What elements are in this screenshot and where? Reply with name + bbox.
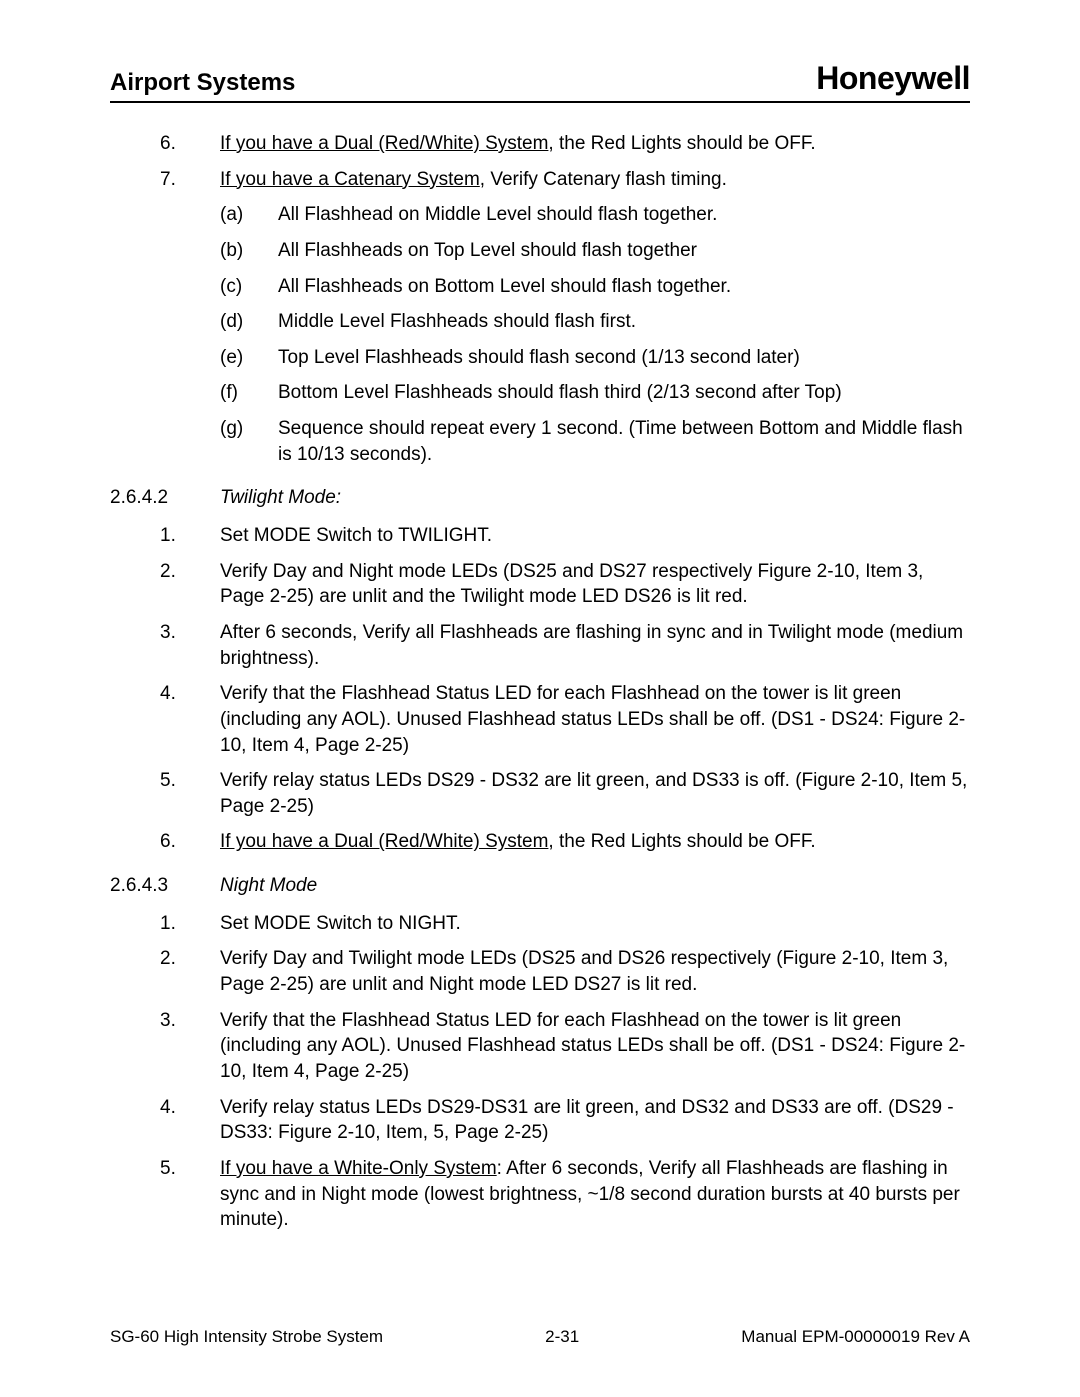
item-text: Verify that the Flashhead Status LED for… [220,1008,970,1085]
section-number: 2.6.4.3 [110,873,220,899]
list-item: 1.Set MODE Switch to NIGHT. [110,911,970,937]
page-footer: SG-60 High Intensity Strobe System 2-31 … [110,1327,970,1347]
item-number: 3. [160,1008,220,1085]
item-text: Set MODE Switch to NIGHT. [220,911,970,937]
list-item: 3.After 6 seconds, Verify all Flashheads… [110,620,970,671]
header-section-title: Airport Systems [110,69,295,97]
sub-list-item: (c)All Flashheads on Bottom Level should… [110,274,970,300]
sub-letter: (d) [220,309,278,335]
section-title: Night Mode [220,873,317,899]
sub-letter: (c) [220,274,278,300]
sub-letter: (b) [220,238,278,264]
sub-letter: (a) [220,202,278,228]
item-number: 4. [160,681,220,758]
sub-list-item: (a)All Flashhead on Middle Level should … [110,202,970,228]
list-item: 1.Set MODE Switch to TWILIGHT. [110,523,970,549]
list-item: 4.Verify that the Flashhead Status LED f… [110,681,970,758]
item-text: If you have a White-Only System: After 6… [220,1156,970,1233]
section-heading-twilight: 2.6.4.2 Twilight Mode: [110,485,970,511]
underlined-phrase: If you have a Dual (Red/White) System [220,133,548,154]
section-heading-night: 2.6.4.3 Night Mode [110,873,970,899]
header-brand-logo: Honeywell [816,60,970,97]
item-text-rest: , the Red Lights should be OFF. [548,133,815,154]
underlined-phrase: If you have a Catenary System [220,169,480,190]
footer-left: SG-60 High Intensity Strobe System [110,1327,383,1347]
sub-list-item: (e)Top Level Flashheads should flash sec… [110,345,970,371]
footer-page-number: 2-31 [545,1327,579,1347]
sub-text: Sequence should repeat every 1 second. (… [278,416,970,467]
list-item: 6. If you have a Dual (Red/White) System… [110,131,970,157]
sub-text: All Flashheads on Bottom Level should fl… [278,274,970,300]
sub-list-item: (d)Middle Level Flashheads should flash … [110,309,970,335]
item-text: Verify relay status LEDs DS29-DS31 are l… [220,1095,970,1146]
item-text: Set MODE Switch to TWILIGHT. [220,523,970,549]
underlined-phrase: If you have a White-Only System [220,1158,497,1179]
item-text: If you have a Dual (Red/White) System, t… [220,131,970,157]
item-text: If you have a Dual (Red/White) System, t… [220,829,970,855]
item-text: After 6 seconds, Verify all Flashheads a… [220,620,970,671]
item-text: If you have a Catenary System, Verify Ca… [220,167,970,193]
sub-text: Bottom Level Flashheads should flash thi… [278,380,970,406]
item-number: 3. [160,620,220,671]
item-number: 5. [160,768,220,819]
sub-letter: (g) [220,416,278,467]
section-title: Twilight Mode: [220,485,341,511]
item-number: 6. [160,131,220,157]
sub-list-item: (b)All Flashheads on Top Level should fl… [110,238,970,264]
list-item: 2.Verify Day and Night mode LEDs (DS25 a… [110,559,970,610]
list-item: 7. If you have a Catenary System, Verify… [110,167,970,193]
sub-list-item: (f)Bottom Level Flashheads should flash … [110,380,970,406]
list-item: 5.Verify relay status LEDs DS29 - DS32 a… [110,768,970,819]
footer-right: Manual EPM-00000019 Rev A [741,1327,970,1347]
item-text-rest: , the Red Lights should be OFF. [548,831,815,852]
underlined-phrase: If you have a Dual (Red/White) System [220,831,548,852]
list-item: 4.Verify relay status LEDs DS29-DS31 are… [110,1095,970,1146]
sub-text: All Flashheads on Top Level should flash… [278,238,970,264]
list-item: 2.Verify Day and Twilight mode LEDs (DS2… [110,946,970,997]
item-number: 4. [160,1095,220,1146]
sub-letter: (e) [220,345,278,371]
item-text: Verify that the Flashhead Status LED for… [220,681,970,758]
content-body: 6. If you have a Dual (Red/White) System… [110,131,970,1233]
sub-list-item: (g)Sequence should repeat every 1 second… [110,416,970,467]
item-number: 5. [160,1156,220,1233]
item-number: 7. [160,167,220,193]
item-number: 6. [160,829,220,855]
page-header: Airport Systems Honeywell [110,60,970,103]
section-number: 2.6.4.2 [110,485,220,511]
list-item: 5. If you have a White-Only System: Afte… [110,1156,970,1233]
sub-letter: (f) [220,380,278,406]
item-text: Verify Day and Night mode LEDs (DS25 and… [220,559,970,610]
sub-text: All Flashhead on Middle Level should fla… [278,202,970,228]
sub-text: Top Level Flashheads should flash second… [278,345,970,371]
item-text-rest: , Verify Catenary flash timing. [480,169,727,190]
item-text: Verify relay status LEDs DS29 - DS32 are… [220,768,970,819]
item-text: Verify Day and Twilight mode LEDs (DS25 … [220,946,970,997]
sub-text: Middle Level Flashheads should flash fir… [278,309,970,335]
item-number: 2. [160,559,220,610]
list-item: 6. If you have a Dual (Red/White) System… [110,829,970,855]
page: Airport Systems Honeywell 6. If you have… [0,0,1080,1293]
item-number: 1. [160,911,220,937]
item-number: 2. [160,946,220,997]
list-item: 3.Verify that the Flashhead Status LED f… [110,1008,970,1085]
item-number: 1. [160,523,220,549]
